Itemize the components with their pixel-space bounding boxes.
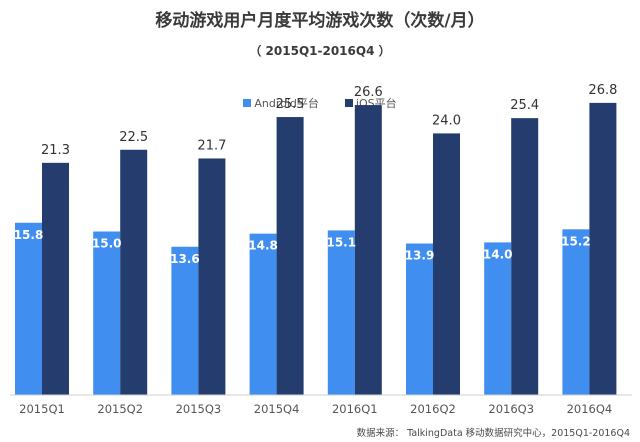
x-tick-label-2015Q2: 2015Q2 — [97, 402, 143, 416]
value-label-ios-2015Q2: 22.5 — [119, 130, 148, 145]
bar-android-2016Q1 — [327, 230, 355, 395]
bar-ios-2015Q4 — [276, 117, 304, 396]
bar-android-2015Q3 — [171, 246, 199, 395]
bar-ios-2016Q4 — [589, 102, 617, 395]
value-label-android-2015Q1: 15.8 — [14, 228, 44, 242]
x-tick-label-2016Q2: 2016Q2 — [410, 402, 456, 416]
bar-android-2015Q4 — [249, 233, 277, 395]
x-tick-label-2015Q4: 2015Q4 — [254, 402, 300, 416]
value-label-android-2015Q3: 13.6 — [170, 252, 200, 266]
value-label-ios-2016Q3: 25.4 — [510, 98, 539, 113]
bar-android-2016Q3 — [484, 242, 512, 395]
value-label-ios-2016Q1: 26.6 — [354, 85, 383, 100]
x-tick-label-2016Q1: 2016Q1 — [332, 402, 378, 416]
legend-swatch-ios — [344, 99, 353, 107]
bar-ios-2015Q1 — [42, 162, 69, 395]
value-label-ios-2015Q4: 25.5 — [276, 97, 305, 112]
x-tick-label-2015Q1: 2015Q1 — [19, 402, 65, 416]
bar-ios-2015Q2 — [120, 149, 148, 395]
bar-ios-2015Q3 — [198, 158, 226, 395]
bar-android-2016Q2 — [406, 243, 433, 395]
bar-android-2016Q4 — [562, 229, 590, 395]
x-tick-label-2015Q3: 2015Q3 — [176, 402, 222, 416]
x-tick-label-2016Q4: 2016Q4 — [567, 402, 613, 416]
x-tick-label-2016Q3: 2016Q3 — [488, 402, 534, 416]
value-label-android-2016Q2: 13.9 — [405, 248, 435, 262]
source-note: 数据来源： TalkingData 移动数据研究中心，2015Q1-2016Q4 — [356, 428, 630, 439]
legend-item-android: Android平台 — [243, 95, 319, 111]
value-label-android-2016Q3: 14.0 — [483, 247, 513, 261]
value-label-android-2015Q4: 14.8 — [248, 239, 278, 253]
bar-ios-2016Q3 — [511, 118, 539, 395]
chart-title: 移动游戏用户月度平均游戏次数（次数/月） — [155, 11, 485, 31]
legend-swatch-android — [243, 99, 252, 107]
value-label-ios-2015Q3: 21.7 — [197, 138, 226, 153]
value-label-ios-2015Q1: 21.3 — [41, 143, 70, 158]
bar-ios-2016Q2 — [433, 133, 460, 395]
chart-subtitle: （ 2015Q1-2016Q4 ） — [249, 44, 391, 58]
bar-android-2015Q2 — [93, 231, 121, 395]
legend-label-android: Android平台 — [254, 97, 319, 110]
bar-android-2015Q1 — [15, 222, 42, 395]
value-label-ios-2016Q2: 24.0 — [432, 113, 461, 128]
value-label-android-2015Q2: 15.0 — [92, 237, 122, 251]
chart-legend: Android平台 iOS平台 — [0, 95, 640, 111]
value-label-android-2016Q1: 15.1 — [326, 235, 356, 249]
value-label-android-2016Q4: 15.2 — [561, 234, 591, 248]
bar-ios-2016Q1 — [354, 105, 382, 395]
value-label-ios-2016Q4: 26.8 — [588, 83, 617, 98]
